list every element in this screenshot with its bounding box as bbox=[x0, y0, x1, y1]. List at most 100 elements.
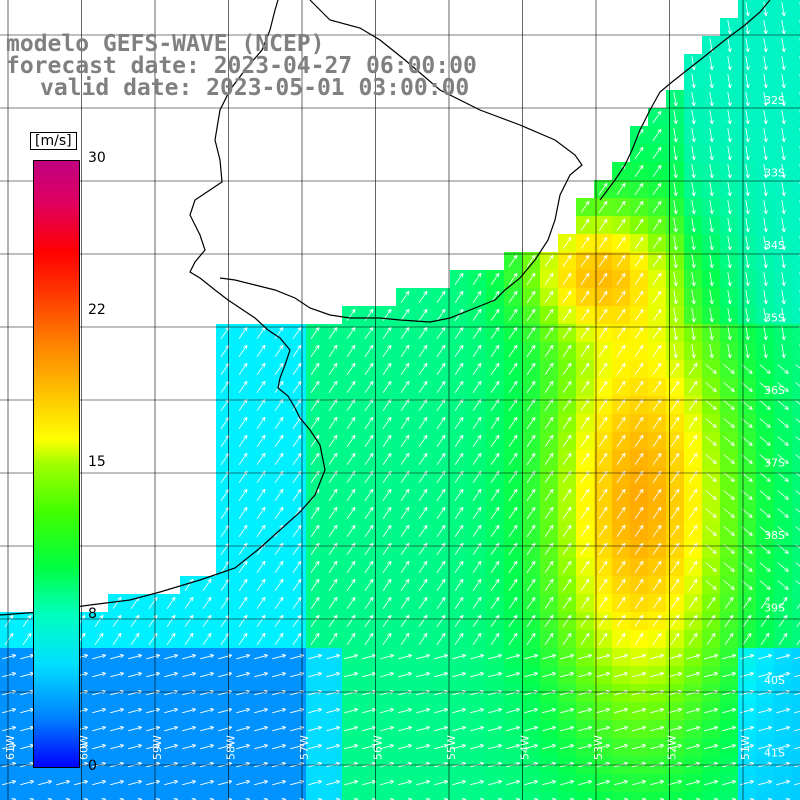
wind-arrow bbox=[652, 128, 662, 141]
wind-arrow bbox=[616, 506, 626, 519]
wind-arrow bbox=[364, 614, 374, 627]
wind-arrow bbox=[598, 578, 608, 591]
wind-arrow bbox=[616, 578, 626, 591]
wind-arrow bbox=[616, 542, 626, 555]
wind-arrow bbox=[256, 560, 266, 573]
wind-arrow bbox=[382, 452, 392, 465]
wind-arrow bbox=[364, 416, 374, 429]
wind-arrow bbox=[560, 671, 575, 678]
wind-arrow bbox=[616, 254, 626, 267]
wind-cell bbox=[792, 108, 800, 126]
wind-arrow bbox=[524, 743, 539, 750]
wind-arrow bbox=[310, 380, 320, 393]
wind-arrow bbox=[759, 562, 771, 572]
wind-arrow bbox=[706, 596, 716, 609]
wind-arrow bbox=[436, 290, 446, 303]
wind-arrow bbox=[364, 326, 374, 339]
wind-arrow bbox=[776, 653, 791, 660]
wind-arrow bbox=[634, 488, 644, 501]
wind-arrow bbox=[632, 671, 647, 678]
wind-arrow bbox=[292, 632, 302, 645]
wind-arrow bbox=[763, 164, 768, 179]
wind-arrow bbox=[741, 418, 753, 428]
wind-arrow bbox=[400, 452, 410, 465]
wind-arrow bbox=[328, 488, 338, 501]
wind-arrow bbox=[598, 488, 608, 501]
wind-arrow bbox=[38, 779, 53, 786]
wind-cell bbox=[306, 792, 324, 800]
latitude-label: 32S bbox=[764, 94, 785, 107]
wind-cell bbox=[234, 792, 252, 800]
wind-arrow bbox=[182, 779, 197, 786]
wind-arrow bbox=[344, 707, 359, 714]
wind-arrow bbox=[614, 779, 629, 786]
wind-arrow bbox=[2, 779, 17, 786]
wind-arrow bbox=[146, 779, 161, 786]
wind-cell bbox=[720, 792, 738, 800]
wind-arrow bbox=[400, 524, 410, 537]
wind-arrow bbox=[146, 725, 161, 732]
wind-arrow bbox=[470, 653, 485, 660]
longitude-label: 57W bbox=[298, 735, 311, 760]
wind-arrow bbox=[328, 506, 338, 519]
wind-arrow bbox=[781, 2, 786, 17]
wind-arrow bbox=[795, 364, 800, 369]
wind-cell bbox=[792, 594, 800, 612]
wind-cell bbox=[378, 792, 396, 800]
wind-arrow bbox=[705, 436, 717, 446]
wind-arrow bbox=[452, 653, 467, 660]
wind-arrow bbox=[308, 725, 323, 732]
wind-cell bbox=[792, 576, 800, 594]
wind-arrow bbox=[598, 452, 608, 465]
wind-arrow bbox=[781, 146, 786, 161]
wind-arrow bbox=[344, 653, 359, 660]
wind-arrow bbox=[650, 671, 665, 678]
wind-arrow bbox=[691, 218, 696, 233]
wind-arrow bbox=[2, 743, 17, 750]
wind-arrow bbox=[705, 454, 717, 464]
wind-cell bbox=[648, 792, 666, 800]
wind-arrow bbox=[673, 236, 678, 251]
wind-arrow bbox=[727, 20, 732, 35]
wind-arrow bbox=[781, 56, 786, 71]
wind-arrow bbox=[596, 671, 611, 678]
wind-arrow bbox=[128, 671, 143, 678]
wind-arrow bbox=[274, 488, 284, 501]
wind-arrow bbox=[382, 416, 392, 429]
wind-arrow bbox=[346, 614, 356, 627]
wind-arrow bbox=[578, 653, 593, 660]
wind-arrow bbox=[238, 524, 248, 537]
wind-arrow bbox=[580, 416, 590, 429]
wind-arrow bbox=[652, 452, 662, 465]
wind-cell bbox=[54, 792, 72, 800]
wind-arrow bbox=[526, 560, 536, 573]
wind-arrow bbox=[616, 434, 626, 447]
wind-arrow bbox=[688, 560, 698, 573]
wind-arrow bbox=[184, 596, 194, 609]
wind-arrow bbox=[709, 326, 714, 341]
wind-arrow bbox=[418, 524, 428, 537]
wind-arrow bbox=[709, 200, 714, 215]
wind-arrow bbox=[562, 614, 572, 627]
wind-arrow bbox=[292, 542, 302, 555]
wind-arrow bbox=[778, 632, 788, 645]
wind-arrow bbox=[436, 596, 446, 609]
wind-arrow bbox=[164, 779, 179, 786]
wind-cell bbox=[792, 432, 800, 450]
wind-arrow bbox=[166, 596, 176, 609]
wind-cell bbox=[792, 180, 800, 198]
wind-arrow bbox=[508, 632, 518, 645]
wind-arrow bbox=[490, 416, 500, 429]
wind-arrow bbox=[634, 236, 644, 249]
wind-arrow bbox=[688, 380, 698, 393]
wind-arrow bbox=[616, 452, 626, 465]
wind-cell bbox=[144, 792, 162, 800]
wind-arrow bbox=[454, 344, 464, 357]
wind-arrow bbox=[705, 526, 717, 536]
wind-arrow bbox=[673, 92, 678, 107]
wind-arrow bbox=[490, 434, 500, 447]
wind-arrow bbox=[146, 707, 161, 714]
colorbar-tick-8: 8 bbox=[88, 606, 97, 622]
wind-arrow bbox=[709, 344, 714, 359]
wind-arrow bbox=[745, 326, 750, 341]
